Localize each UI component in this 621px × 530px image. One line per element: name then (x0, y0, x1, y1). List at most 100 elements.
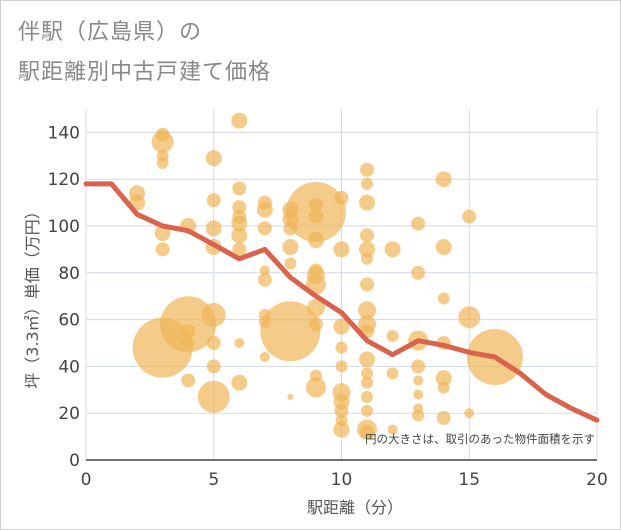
bubble-point (287, 393, 294, 400)
bubble-point (361, 376, 374, 389)
bubble-point (361, 177, 374, 190)
y-tick-label: 100 (48, 217, 80, 237)
bubble-point (231, 374, 248, 391)
bubble-point (360, 424, 375, 439)
x-tick-label: 20 (586, 470, 608, 490)
bubble-point (206, 193, 221, 208)
x-tick-label: 10 (331, 470, 353, 490)
bubble-point (160, 296, 217, 353)
bubble-point (413, 389, 424, 400)
x-tick-label: 5 (208, 470, 219, 490)
bubble-point (231, 112, 248, 129)
bubble-point (306, 298, 325, 317)
bubble-point (307, 232, 324, 249)
bubble-point (387, 424, 398, 435)
bubble-point (411, 359, 426, 374)
y-tick-label: 80 (58, 264, 80, 284)
bubble-point (232, 242, 247, 257)
bubble-point (334, 403, 349, 418)
bubble-point (305, 377, 326, 398)
bubble-point (335, 341, 348, 354)
bubble-point (259, 265, 270, 276)
y-tick-label: 60 (58, 311, 80, 331)
bubble-point (411, 216, 426, 231)
bubble-point (333, 318, 350, 335)
bubble-point (156, 156, 169, 169)
bubble-point (256, 201, 273, 218)
bubble-point (151, 130, 174, 153)
bubble-point (260, 301, 321, 362)
bubble-point (284, 257, 297, 270)
bubble-point (259, 352, 270, 363)
bubble-size-note: 円の大きさは、取引のあった物件面積を示す (365, 432, 595, 446)
bubble-point (197, 380, 230, 413)
trend-line (83, 181, 600, 423)
bubble-point (335, 360, 348, 373)
bubble-point (334, 190, 349, 205)
bubble-point (308, 209, 323, 224)
y-tick-labels: 0 20 40 60 80 100 120 140 (48, 123, 80, 471)
bubble-point (435, 171, 452, 188)
bubble-point (206, 359, 221, 374)
bubble-point (206, 336, 221, 350)
bubble-point (412, 409, 425, 422)
bubble-point (181, 373, 196, 388)
bubble-point (333, 421, 350, 438)
y-tick-label: 0 (69, 451, 80, 471)
bubble-point (411, 265, 426, 280)
bubble-point (205, 150, 222, 167)
bubble-point (360, 277, 375, 292)
bubble-point (231, 215, 248, 232)
x-axis-title: 駅距離（分） (307, 498, 403, 517)
bubble-point (437, 292, 450, 305)
bubble-point (257, 272, 272, 287)
chart-title: 伴駅（広島県）の (18, 20, 203, 45)
bubble-point (386, 367, 399, 380)
bubble-point (462, 209, 477, 224)
bubble-point (437, 381, 450, 394)
bubble-point (386, 329, 399, 342)
bubble-point (234, 338, 245, 348)
bubble-point (308, 197, 323, 212)
bubble-point (308, 317, 323, 332)
bubble-point (361, 367, 374, 380)
bubble-point (257, 221, 272, 236)
bubble-point (360, 162, 375, 177)
bubble-point (360, 228, 375, 243)
y-tick-label: 120 (48, 170, 80, 190)
y-tick-label: 140 (48, 123, 80, 143)
bubble-point (358, 301, 377, 320)
bubble-point (231, 227, 248, 244)
bubble-point (435, 239, 452, 256)
bubble-point (359, 351, 376, 368)
bubble-point (232, 181, 247, 196)
bubble-point (464, 408, 475, 419)
bubble-point (435, 370, 452, 387)
bubble-point (361, 404, 374, 417)
bubble-point (201, 302, 226, 327)
bubble-point (155, 242, 170, 257)
bubble-point (359, 194, 376, 211)
bubble-point (181, 324, 196, 339)
y-tick-label: 20 (58, 404, 80, 424)
bubble-point (359, 241, 376, 258)
bubble-point (333, 241, 350, 258)
bubble-point (361, 252, 374, 265)
chart-subtitle: 駅距離別中古戸建て価格 (18, 60, 272, 85)
bubble-point (384, 241, 401, 258)
bubble-point (413, 375, 424, 386)
bubble-point (436, 410, 451, 425)
bubble-layer (129, 112, 523, 440)
x-tick-label: 0 (81, 470, 92, 490)
y-tick-label: 40 (58, 357, 80, 377)
x-tick-labels: 0 5 10 15 20 (81, 470, 608, 490)
bubble-point (205, 220, 222, 237)
x-tick-label: 15 (458, 470, 480, 490)
bubble-point (182, 337, 195, 349)
bubble-point (458, 306, 481, 329)
bubble-point (282, 239, 299, 256)
y-axis-title: 坪（3.3㎡）単価（万円） (23, 203, 42, 388)
bubble-point (361, 390, 374, 403)
